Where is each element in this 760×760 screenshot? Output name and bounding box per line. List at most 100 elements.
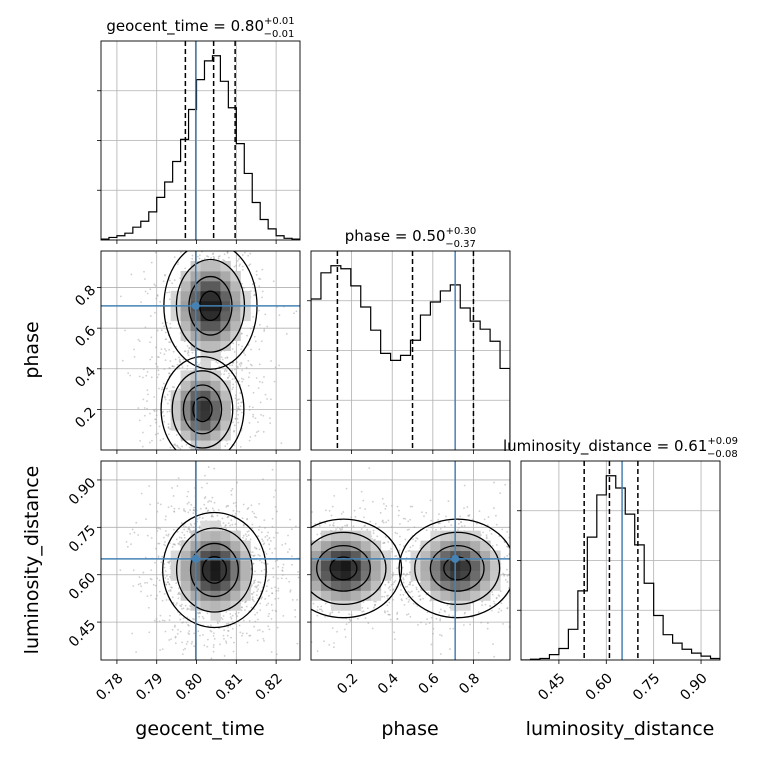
scatter-point — [176, 263, 179, 266]
scatter-point — [259, 602, 262, 605]
scatter-point — [178, 591, 181, 594]
scatter-point — [276, 532, 279, 534]
hist-bin — [157, 197, 165, 240]
scatter-point — [169, 360, 172, 362]
scatter-point — [295, 597, 297, 599]
scatter-point — [198, 516, 201, 519]
scatter-point — [188, 453, 190, 455]
scatter-point — [294, 613, 296, 615]
scatter-point — [197, 255, 199, 258]
scatter-point — [199, 246, 201, 248]
scatter-point — [336, 630, 338, 633]
scatter-point — [242, 232, 244, 234]
scatter-point — [229, 616, 232, 619]
scatter-point — [183, 350, 186, 353]
scatter-point — [253, 625, 256, 628]
scatter-point — [197, 630, 200, 633]
scatter-point — [189, 523, 192, 525]
hist-bin — [490, 341, 500, 450]
scatter-point — [137, 583, 140, 586]
scatter-point — [181, 607, 183, 610]
density-cell — [170, 420, 182, 431]
scatter-point — [241, 268, 244, 271]
scatter-point — [396, 613, 398, 615]
title-minus: −0.01 — [264, 29, 295, 40]
scatter-point — [184, 526, 187, 528]
scatter-point — [405, 597, 408, 600]
scatter-point — [255, 594, 258, 596]
density-cell — [220, 600, 231, 611]
scatter-point — [316, 533, 319, 536]
scatter-point — [142, 431, 144, 434]
scatter-point — [273, 516, 275, 518]
scatter-point — [242, 378, 245, 381]
scatter-point — [518, 612, 520, 614]
scatter-point — [212, 469, 214, 471]
scatter-point — [416, 537, 419, 540]
scatter-point — [307, 597, 309, 599]
scatter-point — [356, 617, 359, 620]
scatter-point — [222, 615, 225, 617]
scatter-point — [291, 528, 293, 530]
scatter-point — [204, 474, 206, 477]
scatter-point — [497, 611, 500, 614]
scatter-point — [212, 644, 215, 646]
scatter-point — [481, 600, 483, 603]
scatter-point — [212, 646, 215, 649]
scatter-point — [148, 441, 151, 444]
scatter-point — [246, 530, 249, 533]
scatter-point — [257, 629, 259, 632]
scatter-point — [188, 633, 191, 636]
hist-step-line — [101, 55, 300, 240]
scatter-point — [149, 577, 152, 580]
scatter-point — [169, 614, 171, 617]
scatter-point — [168, 298, 171, 301]
density-cell — [410, 560, 421, 571]
scatter-point — [240, 332, 243, 335]
scatter-point — [166, 410, 169, 413]
scatter-point — [213, 467, 216, 470]
scatter-point — [189, 452, 191, 454]
scatter-point — [234, 474, 236, 476]
scatter-point — [135, 651, 137, 654]
density-cell — [460, 590, 471, 601]
scatter-point — [233, 641, 235, 644]
scatter-point — [176, 530, 179, 533]
scatter-point — [232, 502, 235, 505]
scatter-point — [149, 412, 151, 415]
scatter-point — [253, 290, 256, 292]
scatter-point — [164, 541, 166, 543]
scatter-point — [187, 236, 189, 238]
density-cell — [200, 600, 211, 611]
scatter-point — [262, 609, 264, 611]
scatter-point — [192, 512, 195, 515]
scatter-point — [225, 642, 228, 644]
scatter-point — [157, 373, 160, 376]
scatter-point — [386, 610, 389, 613]
scatter-point — [516, 614, 518, 616]
scatter-point — [214, 249, 216, 251]
scatter-point — [413, 526, 416, 529]
scatter-point — [295, 310, 298, 313]
scatter-point — [519, 544, 521, 546]
scatter-point — [174, 636, 177, 639]
scatter-point — [265, 590, 268, 593]
hist-bin — [125, 233, 133, 240]
scatter-point — [161, 322, 164, 325]
scatter-point — [304, 591, 306, 593]
scatter-point — [411, 595, 414, 598]
scatter-point — [388, 585, 391, 588]
scatter-point — [215, 209, 217, 211]
scatter-point — [159, 649, 161, 651]
scatter-point — [248, 264, 251, 267]
scatter-point — [211, 496, 214, 499]
scatter-point — [382, 502, 385, 505]
scatter-point — [345, 623, 348, 626]
density-cell — [210, 380, 221, 391]
scatter-point — [407, 590, 410, 593]
title-minus: −0.08 — [707, 449, 738, 460]
density-cell — [210, 520, 221, 532]
scatter-point — [224, 368, 227, 371]
scatter-point — [268, 612, 271, 615]
scatter-point — [154, 284, 157, 287]
